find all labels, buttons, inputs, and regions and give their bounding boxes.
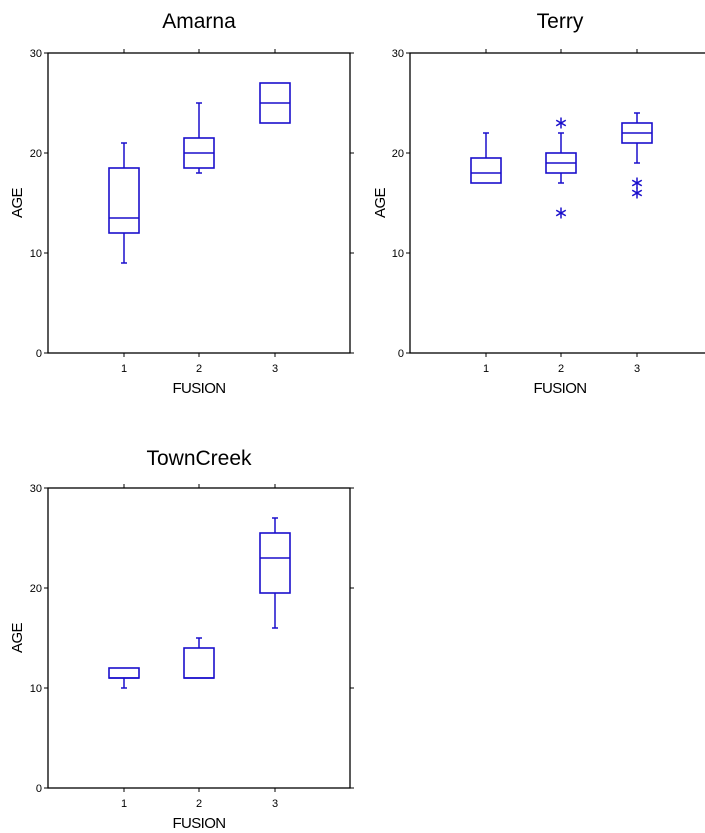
- plot-area: 0 10 20 30 1 2 3: [392, 48, 705, 375]
- y-tick-label: 10: [30, 683, 42, 695]
- iqr-box: [108, 167, 140, 234]
- outlier-point: [555, 117, 567, 129]
- outlier-point: [555, 207, 567, 219]
- box-category-2: [545, 117, 577, 219]
- iqr-box: [470, 157, 502, 184]
- panel-title: Amarna: [162, 10, 236, 33]
- outlier-stroke: [631, 179, 643, 187]
- x-tick-label: 3: [272, 798, 278, 810]
- box-category-3: [621, 112, 653, 199]
- y-tick-label: 30: [30, 48, 42, 60]
- outlier-stroke: [555, 119, 567, 127]
- plot-frame: [47, 52, 351, 354]
- x-tick-label: 1: [121, 363, 127, 375]
- panel-title: Terry: [537, 10, 584, 33]
- box-category-1: [108, 667, 140, 689]
- x-tick-label: 2: [196, 363, 202, 375]
- iqr-box: [183, 647, 215, 679]
- y-axis-label: AGE: [9, 622, 26, 652]
- x-tick-label: 2: [558, 363, 564, 375]
- box-category-1: [108, 142, 140, 264]
- outlier-point: [631, 187, 643, 199]
- x-tick-label: 1: [121, 798, 127, 810]
- iqr-box: [259, 532, 291, 594]
- y-axis-label: AGE: [372, 187, 389, 217]
- y-tick-label: 10: [30, 248, 42, 260]
- x-tick-label: 3: [272, 363, 278, 375]
- x-tick-label: 3: [634, 363, 640, 375]
- y-tick-label: 0: [36, 348, 42, 360]
- plot-area: 0 10 20 30 1 2 3: [30, 483, 354, 810]
- box-category-2: [183, 102, 215, 174]
- x-tick-label: 2: [196, 798, 202, 810]
- y-axis-label: AGE: [9, 187, 26, 217]
- box-category-3: [259, 82, 291, 124]
- x-axis-label: FUSION: [172, 815, 225, 832]
- iqr-box: [108, 667, 140, 679]
- outlier-stroke: [631, 189, 643, 197]
- y-tick-label: 30: [392, 48, 404, 60]
- plot-area: 0 10 20 30 1 2 3: [30, 48, 354, 375]
- y-tick-label: 20: [30, 583, 42, 595]
- outlier-stroke: [555, 209, 567, 217]
- y-tick-label: 20: [392, 148, 404, 160]
- x-axis-label: FUSION: [172, 380, 225, 397]
- panel-title: TownCreek: [146, 447, 252, 470]
- y-tick-label: 30: [30, 483, 42, 495]
- plot-frame: [409, 52, 705, 354]
- y-tick-label: 20: [30, 148, 42, 160]
- outlier-point: [631, 177, 643, 189]
- panel-amarna: Amarna FUSION AGE 0 10 20 30 1 2 3: [9, 10, 354, 397]
- panel-terry: Terry FUSION AGE 0 10 20 30 1 2 3: [372, 10, 705, 397]
- y-tick-label: 0: [398, 348, 404, 360]
- box-category-3: [259, 517, 291, 629]
- x-tick-label: 1: [483, 363, 489, 375]
- y-tick-label: 10: [392, 248, 404, 260]
- box-category-2: [183, 637, 215, 679]
- y-tick-label: 0: [36, 783, 42, 795]
- box-category-1: [470, 132, 502, 184]
- panel-towncreek: TownCreek FUSION AGE 0 10 20 30 1 2 3: [9, 447, 354, 832]
- x-axis-label: FUSION: [533, 380, 586, 397]
